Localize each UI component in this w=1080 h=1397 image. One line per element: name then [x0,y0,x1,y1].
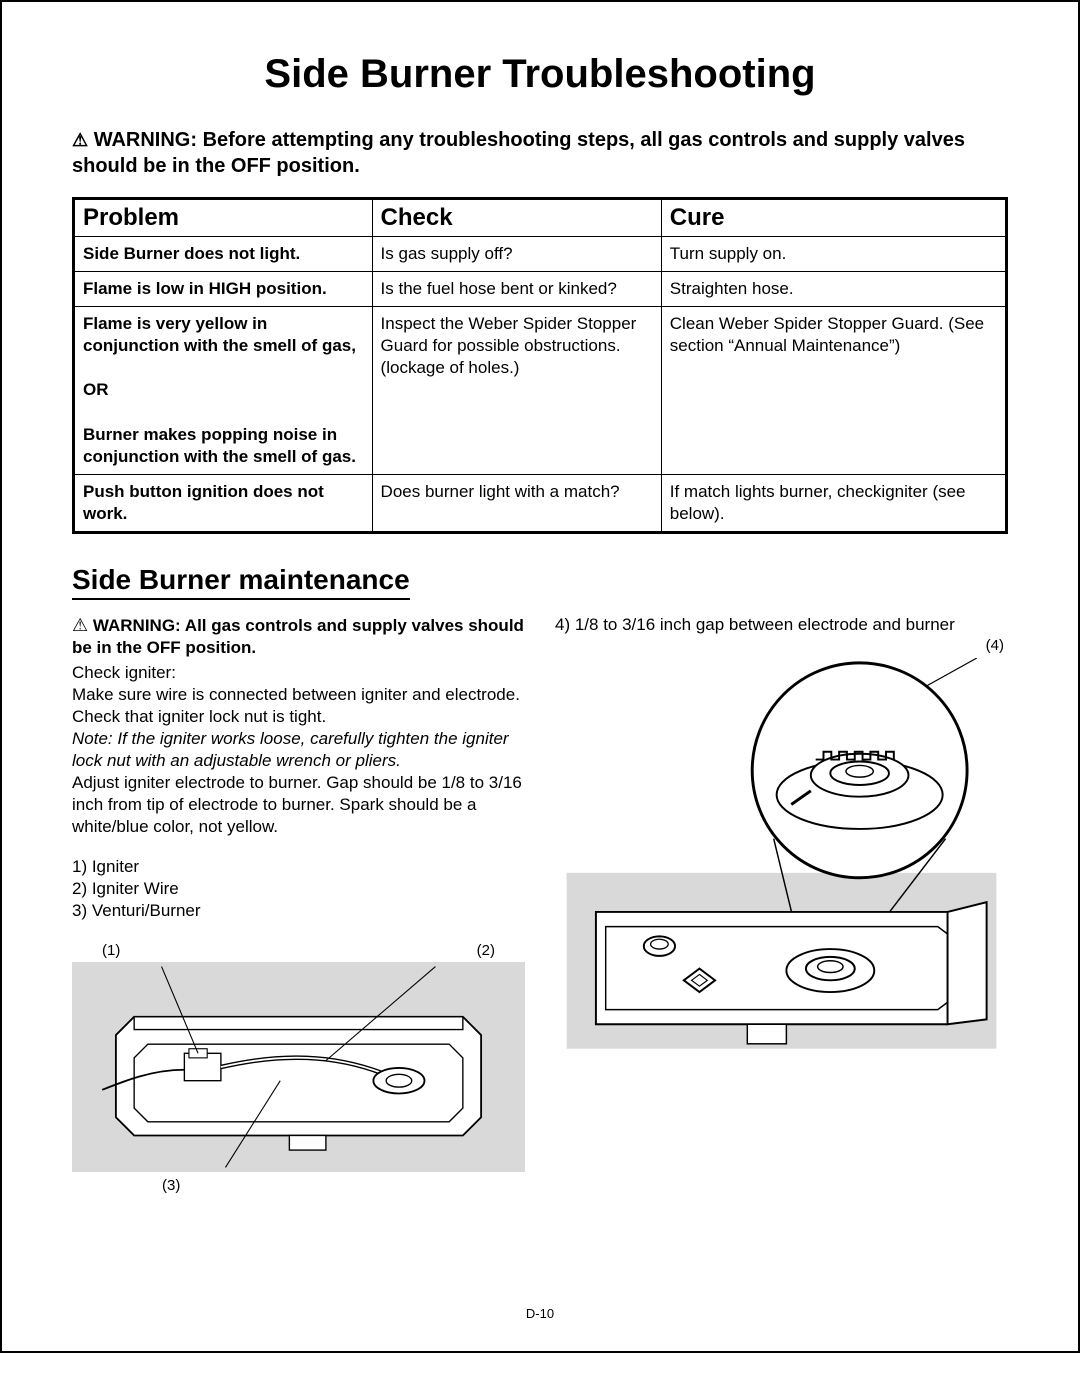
diagram-1-top-labels: (1) (2) [72,941,525,963]
maintenance-note: Note: If the igniter works loose, carefu… [72,728,525,772]
burner-assembly-illustration [72,962,525,1172]
callout-4: (4) [555,636,1008,656]
cell-problem: Push button ignition does not work. [74,474,373,532]
burner-gap-illustration [555,658,1008,1078]
maintenance-left: ⚠ WARNING: All gas controls and supply v… [72,614,525,1196]
page-number: D-10 [72,1306,1008,1321]
gap-note: 4) 1/8 to 3/16 inch gap between electrod… [555,614,1008,636]
table-header-row: Problem Check Cure [74,199,1007,237]
diagram-1-box [72,962,525,1172]
warning-top: ⚠ WARNING: Before attempting any trouble… [72,127,1008,179]
page: Side Burner Troubleshooting ⚠ WARNING: B… [0,0,1080,1353]
troubleshooting-table: Problem Check Cure Side Burner does not … [72,197,1008,534]
part-3: 3) Venturi/Burner [72,901,201,920]
header-check: Check [372,199,661,237]
diagram-1: (1) (2) [72,941,525,1196]
cell-check: Inspect the Weber Spider Stopper Guard f… [372,307,661,475]
cell-problem: Flame is very yellow in conjunction with… [74,307,373,475]
part-1: 1) Igniter [72,857,139,876]
cell-check: Does burner light with a match? [372,474,661,532]
table-row: Side Burner does not light. Is gas suppl… [74,237,1007,272]
cell-problem: Flame is low in HIGH position. [74,272,373,307]
header-problem: Problem [74,199,373,237]
warning-icon: ⚠ [72,129,88,152]
maintenance-right: 4) 1/8 to 3/16 inch gap between electrod… [555,614,1008,1084]
callout-2: (2) [477,941,495,961]
header-cure: Cure [661,199,1006,237]
cell-cure: Turn supply on. [661,237,1006,272]
part-2: 2) Igniter Wire [72,879,179,898]
maintenance-heading: Side Burner maintenance [72,564,410,600]
maintenance-body1: Make sure wire is connected between igni… [72,684,525,728]
cell-problem: Side Burner does not light. [74,237,373,272]
warning-icon: ⚠ [72,614,88,637]
cell-check: Is the fuel hose bent or kinked? [372,272,661,307]
maintenance-columns: ⚠ WARNING: All gas controls and supply v… [72,614,1008,1196]
cell-cure: Clean Weber Spider Stopper Guard. (See s… [661,307,1006,475]
table-row: Flame is very yellow in conjunction with… [74,307,1007,475]
callout-1: (1) [102,941,120,961]
maintenance-warning: WARNING: All gas controls and supply val… [72,616,524,657]
page-title: Side Burner Troubleshooting [72,52,1008,97]
cell-check: Is gas supply off? [372,237,661,272]
cell-cure: Straighten hose. [661,272,1006,307]
diagram-2 [555,658,1008,1084]
table-row: Push button ignition does not work. Does… [74,474,1007,532]
check-igniter-label: Check igniter: [72,662,525,684]
callout-3: (3) [72,1176,525,1196]
cell-cure: If match lights burner, checkigniter (se… [661,474,1006,532]
warning-top-text: WARNING: Before attempting any troublesh… [72,129,965,177]
table-row: Flame is low in HIGH position. Is the fu… [74,272,1007,307]
maintenance-body2: Adjust igniter electrode to burner. Gap … [72,772,525,838]
